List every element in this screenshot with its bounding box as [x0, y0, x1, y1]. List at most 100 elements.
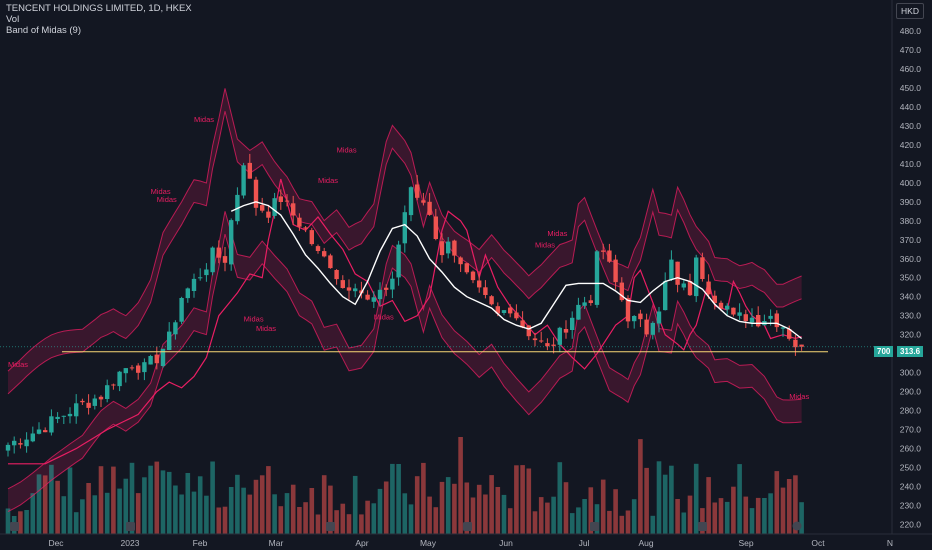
candle	[774, 310, 779, 332]
candle	[179, 296, 184, 325]
midas-label: Midas	[256, 324, 276, 333]
candle-body	[464, 263, 469, 273]
candle-body	[216, 247, 221, 258]
candle	[229, 218, 234, 271]
candle	[743, 309, 748, 328]
candle-body	[30, 433, 35, 442]
candle	[253, 176, 259, 216]
volume-bar	[483, 494, 488, 534]
volume-bar	[594, 504, 600, 534]
volume-bar	[210, 461, 215, 534]
volume-bar	[700, 508, 705, 534]
y-tick-label: 390.0	[900, 197, 922, 207]
candle	[731, 307, 736, 317]
volume-bar	[390, 463, 395, 534]
candle-body	[18, 443, 23, 445]
candle	[675, 261, 680, 293]
volume-bar	[179, 494, 184, 534]
volume-bar	[514, 465, 519, 534]
midas-label: Midas	[244, 314, 264, 323]
band-edge-line	[7, 88, 802, 372]
candle-body	[619, 282, 624, 301]
volume-bar	[569, 513, 575, 534]
candle	[762, 314, 767, 326]
candle-body	[260, 205, 265, 211]
currency-button[interactable]: HKD	[896, 3, 924, 19]
earnings-marker-icon	[326, 522, 335, 531]
candle-body	[743, 314, 748, 322]
volume-bar	[464, 482, 470, 534]
candle-body	[198, 277, 203, 279]
candle	[74, 394, 79, 424]
candle-body	[495, 306, 500, 314]
annotations-layer: MidasMidasMidasMidasMidasMidasMidasMidas…	[8, 115, 809, 401]
volume-bar	[557, 462, 563, 534]
candle	[508, 304, 513, 318]
candle	[371, 291, 376, 308]
candle	[346, 279, 352, 300]
volume-bar	[129, 462, 135, 534]
candle-body	[148, 356, 153, 365]
midas-label: Midas	[8, 360, 28, 369]
candle	[452, 239, 457, 263]
volume-bar	[328, 485, 333, 534]
volume-bar	[154, 461, 160, 534]
volume-bar	[266, 466, 271, 534]
volume-bar	[780, 487, 786, 534]
candle-body	[173, 322, 178, 335]
candle	[36, 422, 42, 435]
candle-body	[601, 250, 606, 252]
candle	[532, 332, 538, 347]
candle-body	[309, 230, 314, 245]
candle	[210, 246, 215, 276]
volume-bar	[98, 466, 104, 534]
y-tick-label: 450.0	[900, 83, 922, 93]
volume-bar	[743, 496, 749, 534]
volume-bar	[247, 494, 253, 534]
x-tick-label: May	[420, 538, 437, 548]
candle-body	[384, 287, 389, 290]
candle-body	[570, 317, 575, 330]
volume-bar	[613, 489, 618, 534]
volume-bar	[86, 483, 91, 534]
y-tick-label: 480.0	[900, 26, 922, 36]
volume-bar	[222, 506, 228, 534]
candle	[421, 192, 426, 206]
candle-body	[439, 241, 445, 256]
volume-bar	[538, 497, 544, 534]
candle-body	[557, 327, 562, 345]
candle-body	[551, 344, 556, 346]
candle-body	[787, 329, 792, 339]
candle-body	[638, 313, 643, 320]
candle-body	[427, 201, 432, 215]
candle	[415, 175, 420, 201]
midas-label: Midas	[789, 392, 809, 401]
candle-body	[86, 402, 91, 408]
candle	[458, 256, 463, 272]
volume-bar	[650, 515, 656, 534]
candle-body	[514, 312, 519, 319]
candle-body	[402, 212, 407, 244]
volume-bar	[290, 484, 296, 534]
candle-body	[328, 255, 333, 269]
lightning-icon	[792, 521, 802, 531]
candle	[297, 213, 302, 231]
volume-bar	[253, 479, 259, 534]
candle	[687, 273, 693, 296]
y-tick-label: 230.0	[900, 501, 922, 511]
volume-bar	[476, 484, 482, 534]
volume-bar	[352, 475, 358, 534]
candle-body	[408, 187, 414, 216]
candle	[136, 363, 141, 380]
candle-body	[452, 240, 457, 256]
band-edge-line	[7, 111, 802, 395]
volume-bar	[470, 497, 476, 534]
volume-bar	[42, 475, 48, 534]
band-fill-layer	[8, 88, 802, 512]
volume-bar	[197, 476, 203, 534]
candle	[278, 189, 283, 210]
candle-body	[247, 162, 252, 179]
candle	[756, 306, 761, 328]
candle-body	[483, 287, 488, 295]
